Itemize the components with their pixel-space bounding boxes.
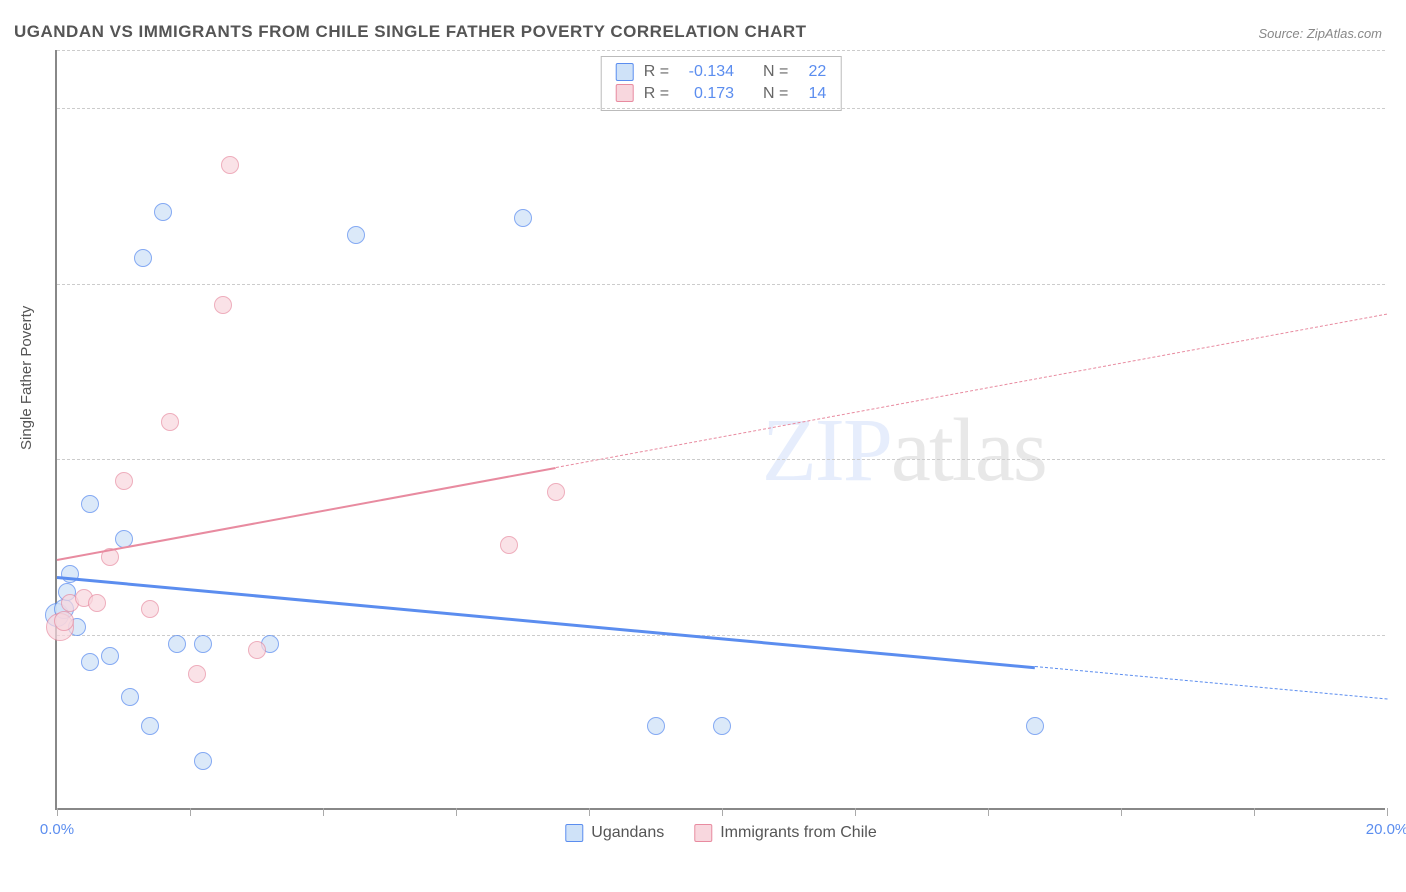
r-value-ugandans: -0.134 (679, 61, 734, 83)
source-label: Source: ZipAtlas.com (1258, 26, 1382, 41)
trend-line-chile-dashed (556, 313, 1387, 467)
data-point-ugandans (194, 752, 212, 770)
data-point-ugandans (347, 226, 365, 244)
data-point-ugandans (141, 717, 159, 735)
y-tick-label: 60.0% (1395, 100, 1406, 117)
legend-label-chile: Immigrants from Chile (720, 824, 876, 842)
x-tick (722, 808, 723, 816)
chart-title: UGANDAN VS IMMIGRANTS FROM CHILE SINGLE … (14, 22, 807, 42)
stats-row-chile: R = 0.173 N = 14 (616, 83, 827, 105)
data-point-chile (547, 483, 565, 501)
swatch-ugandans (616, 63, 634, 81)
y-tick-label: 15.0% (1395, 626, 1406, 643)
x-tick-label-max: 20.0% (1366, 821, 1406, 838)
legend-swatch-ugandans (565, 824, 583, 842)
r-value-chile: 0.173 (679, 83, 734, 105)
y-tick-label: 30.0% (1395, 451, 1406, 468)
grid-line (57, 635, 1385, 636)
data-point-chile (88, 594, 106, 612)
legend: Ugandans Immigrants from Chile (565, 824, 876, 842)
data-point-ugandans (101, 647, 119, 665)
n-label: N = (763, 83, 788, 105)
data-point-ugandans (647, 717, 665, 735)
data-point-chile (54, 611, 74, 631)
x-tick (589, 808, 590, 816)
trend-line-ugandans-dashed (1035, 666, 1388, 700)
data-point-chile (500, 536, 518, 554)
data-point-chile (221, 156, 239, 174)
data-point-chile (141, 600, 159, 618)
n-label: N = (763, 61, 788, 83)
data-point-ugandans (713, 717, 731, 735)
x-tick (855, 808, 856, 816)
data-point-chile (214, 296, 232, 314)
x-tick (1121, 808, 1122, 816)
data-point-ugandans (154, 203, 172, 221)
n-value-chile: 14 (798, 83, 826, 105)
r-label: R = (644, 61, 669, 83)
data-point-chile (161, 413, 179, 431)
y-axis-label: Single Father Poverty (18, 306, 35, 450)
plot-area: ZIPatlas R =-0.134 N =22R =0.173 N =14 U… (55, 50, 1385, 810)
data-point-ugandans (81, 653, 99, 671)
x-tick (57, 808, 58, 816)
x-tick-label-min: 0.0% (40, 821, 74, 838)
trend-line-ugandans (57, 576, 1035, 669)
data-point-ugandans (81, 495, 99, 513)
legend-swatch-chile (694, 824, 712, 842)
legend-item-chile: Immigrants from Chile (694, 824, 876, 842)
stats-row-ugandans: R = -0.134 N = 22 (616, 61, 827, 83)
r-label: R = (644, 83, 669, 105)
data-point-chile (188, 665, 206, 683)
x-tick (456, 808, 457, 816)
grid-line (57, 284, 1385, 285)
correlation-stats-box: R = -0.134 N = 22 R = 0.173 N = 14 (601, 56, 842, 111)
x-tick (190, 808, 191, 816)
x-tick (1387, 808, 1388, 816)
grid-line (57, 50, 1385, 51)
data-point-chile (248, 641, 266, 659)
data-point-ugandans (121, 688, 139, 706)
data-point-ugandans (514, 209, 532, 227)
grid-line (57, 108, 1385, 109)
n-value-ugandans: 22 (798, 61, 826, 83)
data-point-ugandans (1026, 717, 1044, 735)
data-point-chile (115, 472, 133, 490)
data-point-ugandans (194, 635, 212, 653)
swatch-chile (616, 84, 634, 102)
legend-label-ugandans: Ugandans (591, 824, 664, 842)
x-tick (1254, 808, 1255, 816)
legend-item-ugandans: Ugandans (565, 824, 664, 842)
grid-line (57, 459, 1385, 460)
watermark: ZIPatlas (762, 399, 1046, 502)
x-tick (323, 808, 324, 816)
x-tick (988, 808, 989, 816)
data-point-ugandans (61, 565, 79, 583)
y-tick-label: 45.0% (1395, 275, 1406, 292)
data-point-ugandans (168, 635, 186, 653)
data-point-ugandans (134, 249, 152, 267)
